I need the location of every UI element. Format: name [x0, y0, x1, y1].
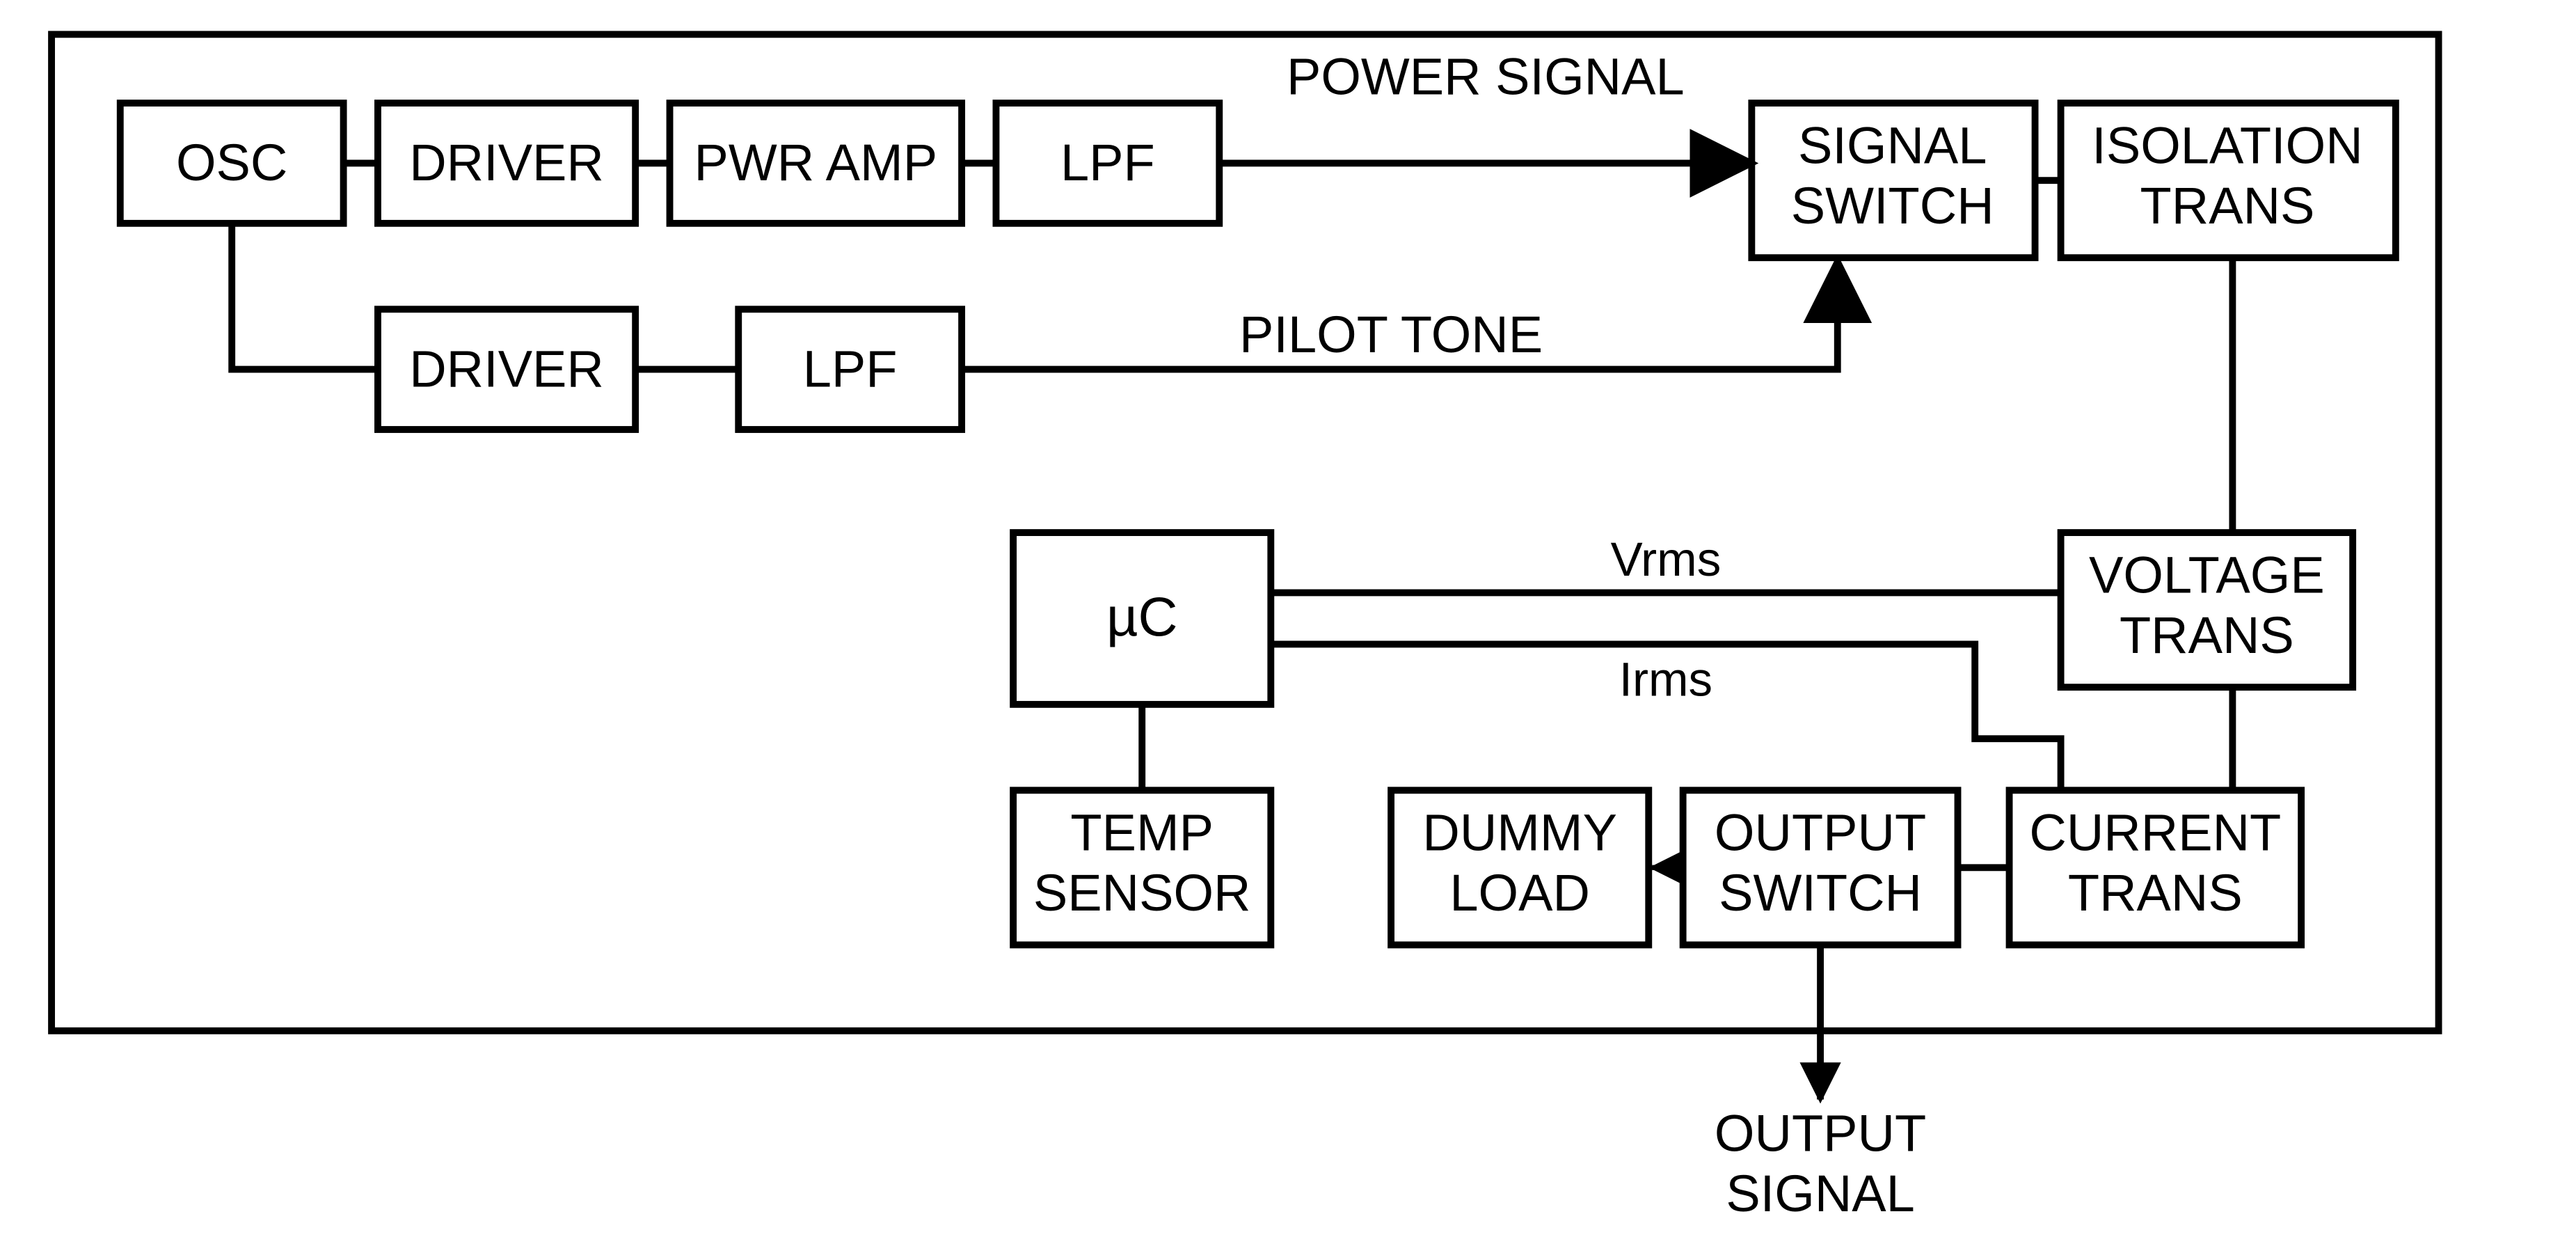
node-signal-switch-label-2: SWITCH [1791, 177, 1994, 235]
label-power-signal: POWER SIGNAL [1287, 48, 1685, 106]
node-lpf-2-label: LPF [803, 340, 898, 397]
node-driver-2: DRIVER [378, 309, 635, 430]
label-pilot-tone: PILOT TONE [1239, 306, 1543, 363]
node-isolation-trans-label-1: ISOLATION [2092, 116, 2362, 174]
edge-osc-driver2 [232, 223, 378, 370]
label-output-signal-2: SIGNAL [1726, 1165, 1915, 1222]
node-lpf-2: LPF [738, 309, 962, 430]
node-signal-switch-label-1: SIGNAL [1798, 116, 1987, 174]
node-dummy-load: DUMMY LOAD [1391, 790, 1648, 945]
node-driver-2-label: DRIVER [409, 340, 604, 397]
node-temp-sensor: TEMP SENSOR [1013, 790, 1271, 945]
node-isolation-trans-label-2: TRANS [2140, 177, 2315, 235]
node-driver-1-label: DRIVER [409, 134, 604, 191]
node-pwr-amp-label: PWR AMP [694, 134, 938, 191]
node-osc-label: OSC [176, 134, 287, 191]
node-lpf-1: LPF [996, 103, 1219, 223]
node-current-trans-label-2: TRANS [2068, 864, 2243, 922]
node-voltage-trans-label-1: VOLTAGE [2089, 546, 2325, 604]
node-uc-label: µC [1106, 586, 1178, 647]
node-signal-switch: SIGNAL SWITCH [1751, 103, 2035, 258]
label-output-signal-1: OUTPUT [1715, 1105, 1926, 1163]
node-lpf-1-label: LPF [1060, 134, 1155, 191]
node-voltage-trans-label-2: TRANS [2120, 606, 2294, 664]
node-isolation-trans: ISOLATION TRANS [2061, 103, 2396, 258]
block-diagram: OSC DRIVER PWR AMP LPF SIGNAL SWITCH ISO… [0, 0, 2576, 1237]
node-driver-1: DRIVER [378, 103, 635, 223]
node-temp-sensor-label-1: TEMP [1070, 804, 1214, 862]
node-uc: µC [1013, 533, 1271, 704]
node-output-switch: OUTPUT SWITCH [1683, 790, 1958, 945]
node-osc: OSC [120, 103, 344, 223]
node-pwr-amp: PWR AMP [670, 103, 962, 223]
node-dummy-load-label-1: DUMMY [1422, 804, 1617, 862]
label-irms: Irms [1619, 652, 1712, 707]
node-temp-sensor-label-2: SENSOR [1033, 864, 1251, 922]
node-current-trans-label-1: CURRENT [2029, 804, 2281, 862]
node-output-switch-label-1: OUTPUT [1715, 804, 1926, 862]
node-dummy-load-label-2: LOAD [1449, 864, 1590, 922]
label-vrms: Vrms [1611, 532, 1722, 586]
node-current-trans: CURRENT TRANS [2010, 790, 2302, 945]
node-output-switch-label-2: SWITCH [1719, 864, 1922, 922]
node-voltage-trans: VOLTAGE TRANS [2061, 533, 2353, 687]
